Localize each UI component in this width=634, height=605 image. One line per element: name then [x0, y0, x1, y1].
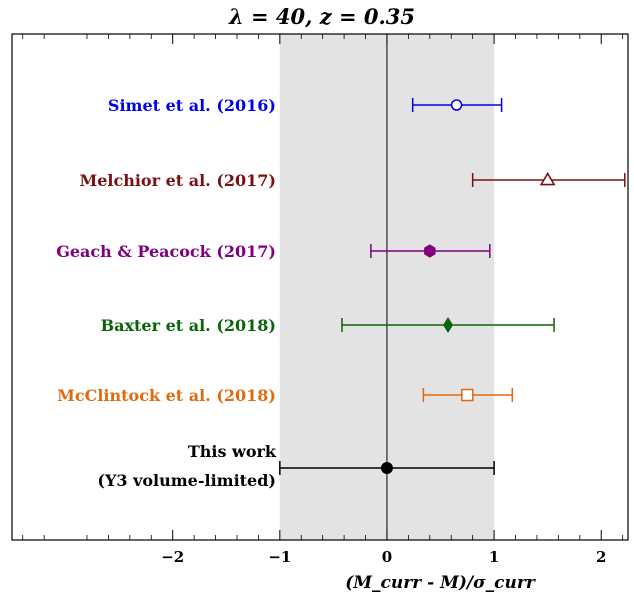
data-point: [471, 171, 626, 187]
x-tick-label: 2: [596, 548, 606, 566]
data-point: [370, 244, 491, 258]
plot-frame: [11, 33, 629, 541]
marker-open-circle: [450, 99, 463, 111]
point-label: Melchior et al. (2017): [80, 171, 277, 190]
x-tick-label: −1: [268, 548, 291, 566]
marker-open-triangle: [539, 171, 556, 186]
point-label: Geach & Peacock (2017): [56, 242, 276, 261]
data-point: [341, 317, 555, 333]
x-axis-label: (M_curr - M)/σ_curr: [345, 573, 536, 593]
x-tick-label: 1: [489, 548, 499, 566]
point-label: This work: [188, 442, 277, 461]
marker-filled-hexagon: [424, 244, 436, 258]
marker-open-square: [461, 388, 474, 402]
chart-title: λ = 40, z = 0.35: [228, 4, 415, 29]
data-point: [422, 388, 514, 402]
data-point: [279, 461, 495, 475]
x-tick-label: −2: [161, 548, 184, 566]
point-label: Simet et al. (2016): [108, 96, 276, 115]
marker-filled-diamond: [443, 317, 454, 333]
point-label: McClintock et al. (2018): [57, 386, 276, 405]
data-point: [411, 98, 503, 112]
x-tick-label: 0: [382, 548, 392, 566]
marker-filled-circle: [380, 462, 393, 474]
point-label: Baxter et al. (2018): [101, 316, 276, 335]
point-label-line2: (Y3 volume-limited): [97, 471, 276, 490]
